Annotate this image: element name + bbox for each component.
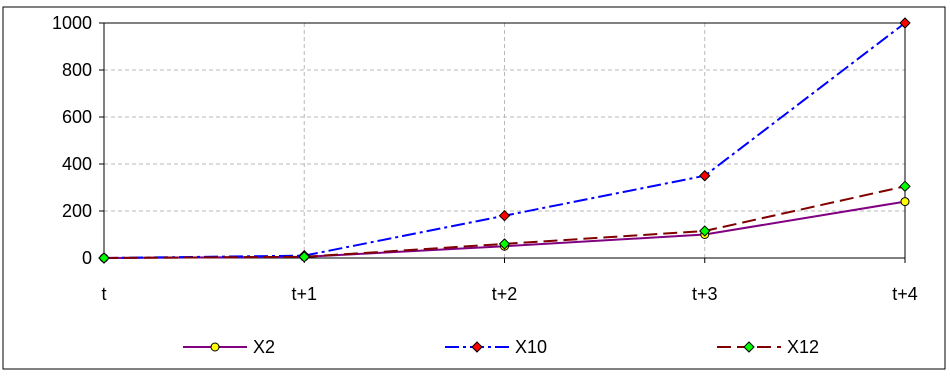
legend-label: X10	[515, 337, 547, 357]
x-tick-label: t	[101, 284, 106, 304]
point-marker	[498, 238, 511, 250]
point-marker	[699, 225, 711, 237]
x-tick-label: t+4	[892, 284, 918, 304]
point-marker	[298, 251, 310, 263]
x-tick-label: t+2	[492, 284, 518, 304]
y-tick-label: 200	[62, 201, 92, 221]
point-marker	[900, 197, 910, 207]
point-marker	[899, 180, 911, 193]
legend-item-x2: X2	[183, 337, 275, 357]
point-marker	[471, 341, 483, 353]
y-tick-label: 1000	[52, 13, 92, 33]
legend: X2 X10 X12	[183, 337, 819, 357]
point-marker	[899, 17, 911, 29]
point-marker	[743, 341, 755, 353]
legend-label: X2	[253, 337, 275, 357]
y-axis-ticks: 0 200 400 600 800 1000	[52, 13, 104, 268]
x-tick-label: t+1	[291, 284, 317, 304]
y-tick-label: 0	[82, 248, 92, 268]
y-tick-label: 800	[62, 60, 92, 80]
chart-border	[2, 6, 946, 370]
point-marker	[98, 252, 110, 264]
series-group	[98, 17, 911, 264]
series-x12	[98, 180, 911, 264]
point-marker	[210, 342, 220, 352]
x-tick-label: t+3	[692, 284, 718, 304]
y-tick-label: 400	[62, 154, 92, 174]
legend-item-x12: X12	[717, 337, 819, 357]
point-marker	[699, 170, 711, 182]
point-marker	[498, 209, 511, 222]
x-axis-ticks: t t+1 t+2 t+3 t+4	[101, 258, 918, 304]
legend-label: X12	[787, 337, 819, 357]
legend-item-x10: X10	[445, 337, 547, 357]
y-tick-label: 600	[62, 107, 92, 127]
